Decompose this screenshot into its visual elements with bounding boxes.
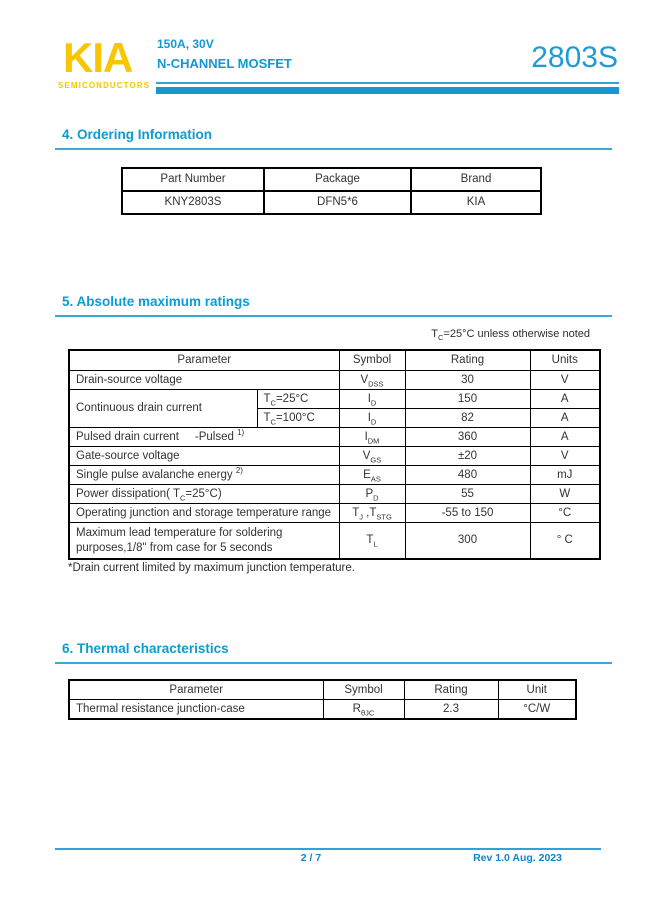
- cell-condition: TC=25°C: [256, 389, 340, 409]
- table-row-pd: Power dissipation( TC=25°C) PD 55 W: [68, 484, 601, 504]
- cell-units: V: [529, 370, 601, 390]
- header-symbol: Symbol: [322, 679, 405, 700]
- table-row-id-25: Continuous drain current TC=25°C ID 150 …: [68, 389, 601, 428]
- header-rating: Rating: [404, 349, 531, 371]
- brand-logo: KIA: [63, 34, 133, 81]
- cell-parameter: Pulsed drain current -Pulsed 1): [68, 427, 340, 447]
- cell-rating: 55: [404, 484, 531, 504]
- ordering-header-part-number: Part Number: [121, 167, 265, 192]
- cell-symbol: EAS: [338, 465, 406, 485]
- cell-units: V: [529, 446, 601, 466]
- header-rule-thin: [156, 82, 619, 84]
- ordering-header-package: Package: [263, 167, 412, 192]
- table-row-vdss: Drain-source voltage VDSS 30 V: [68, 370, 601, 390]
- conditions-note: TC=25°C unless otherwise noted: [431, 328, 590, 343]
- cell-parameter: Thermal resistance junction-case: [68, 699, 324, 720]
- cell-symbol: VDSS: [338, 370, 406, 390]
- table-row-tl: Maximum lead temperature for soldering p…: [68, 522, 601, 560]
- cell-units: A: [529, 427, 601, 447]
- cell-parameter: Drain-source voltage: [68, 370, 340, 390]
- cell-rating: 300: [404, 522, 531, 560]
- header-unit: Unit: [497, 679, 577, 700]
- ordering-header-row: Part Number Package Brand: [121, 167, 542, 192]
- cell-units: A: [529, 389, 601, 409]
- cell-symbol: VGS: [338, 446, 406, 466]
- cell-parameter: Power dissipation( TC=25°C): [68, 484, 340, 504]
- cell-parameter: Operating junction and storage temperatu…: [68, 503, 340, 523]
- thermal-characteristics-table: Parameter Symbol Rating Unit Thermal res…: [68, 679, 577, 720]
- table-row-tj-tstg: Operating junction and storage temperatu…: [68, 503, 601, 523]
- ordering-header-brand: Brand: [410, 167, 542, 192]
- ordering-cell-package: DFN5*6: [263, 190, 412, 215]
- cell-unit: °C/W: [497, 699, 577, 720]
- cell-rating: 2.3: [403, 699, 499, 720]
- table-row-vgs: Gate-source voltage VGS ±20 V: [68, 446, 601, 466]
- header-rule-thick: [156, 87, 619, 94]
- cell-units: ° C: [529, 522, 601, 560]
- cell-rating: 360: [404, 427, 531, 447]
- brand-subtitle: SEMICONDUCTORS: [58, 81, 151, 90]
- table-row-idm: Pulsed drain current -Pulsed 1) IDM 360 …: [68, 427, 601, 447]
- table-row-id-100: TC=100°C ID 82 A: [69, 408, 601, 428]
- cell-rating: 480: [404, 465, 531, 485]
- cell-rating: 82: [404, 408, 531, 428]
- footer-page-number: 2 / 7: [300, 852, 322, 864]
- header-parameter: Parameter: [68, 349, 340, 371]
- ordering-data-row: KNY2803S DFN5*6 KIA: [121, 190, 542, 215]
- cell-symbol: ID: [338, 408, 406, 428]
- header-symbol: Symbol: [338, 349, 406, 371]
- header-part-number: 2803S: [531, 41, 618, 74]
- cell-symbol: PD: [338, 484, 406, 504]
- ordering-cell-part-number: KNY2803S: [121, 190, 265, 215]
- cell-symbol: TJ ,TSTG: [338, 503, 406, 523]
- drain-current-footnote: *Drain current limited by maximum juncti…: [68, 562, 355, 574]
- cell-parameter: Gate-source voltage: [68, 446, 340, 466]
- cell-units: A: [529, 408, 601, 428]
- cell-rating: -55 to 150: [404, 503, 531, 523]
- header-parameter: Parameter: [68, 679, 324, 700]
- thermal-header-row: Parameter Symbol Rating Unit: [68, 679, 577, 700]
- header-units: Units: [529, 349, 601, 371]
- section-rule-ordering: [55, 148, 612, 150]
- cell-symbol: RθJC: [322, 699, 405, 720]
- cell-rating: 150: [404, 389, 531, 409]
- section-title-abs-max: 5. Absolute maximum ratings: [62, 294, 250, 309]
- thermal-data-row: Thermal resistance junction-case RθJC 2.…: [68, 699, 577, 720]
- section-title-ordering: 4. Ordering Information: [62, 127, 213, 142]
- header-spec-line1: 150A, 30V: [157, 37, 214, 51]
- cell-symbol: ID: [338, 389, 406, 409]
- footer-revision: Rev 1.0 Aug. 2023: [473, 852, 562, 864]
- absolute-maximum-ratings-table: Parameter Symbol Rating Units Drain-sour…: [68, 349, 601, 560]
- header-spec-line2: N-CHANNEL MOSFET: [157, 56, 292, 71]
- footer-rule: [55, 848, 601, 850]
- cell-condition: TC=100°C: [256, 408, 340, 428]
- cell-parameter: Single pulse avalanche energy 2): [68, 465, 340, 485]
- cell-symbol: IDM: [338, 427, 406, 447]
- cell-parameter: Maximum lead temperature for soldering p…: [68, 522, 340, 560]
- cell-rating: 30: [404, 370, 531, 390]
- header-rating: Rating: [403, 679, 499, 700]
- section-rule-abs-max: [55, 315, 612, 317]
- cell-units: °C: [529, 503, 601, 523]
- ordering-cell-brand: KIA: [410, 190, 542, 215]
- cell-symbol: TL: [338, 522, 406, 560]
- section-rule-thermal: [55, 662, 612, 664]
- table-header-row: Parameter Symbol Rating Units: [68, 349, 601, 371]
- cell-units: W: [529, 484, 601, 504]
- cell-units: mJ: [529, 465, 601, 485]
- section-title-thermal: 6. Thermal characteristics: [62, 641, 229, 656]
- table-row-eas: Single pulse avalanche energy 2) EAS 480…: [68, 465, 601, 485]
- ordering-table: Part Number Package Brand KNY2803S DFN5*…: [121, 167, 542, 215]
- cell-rating: ±20: [404, 446, 531, 466]
- cell-parameter: Continuous drain current: [68, 389, 258, 428]
